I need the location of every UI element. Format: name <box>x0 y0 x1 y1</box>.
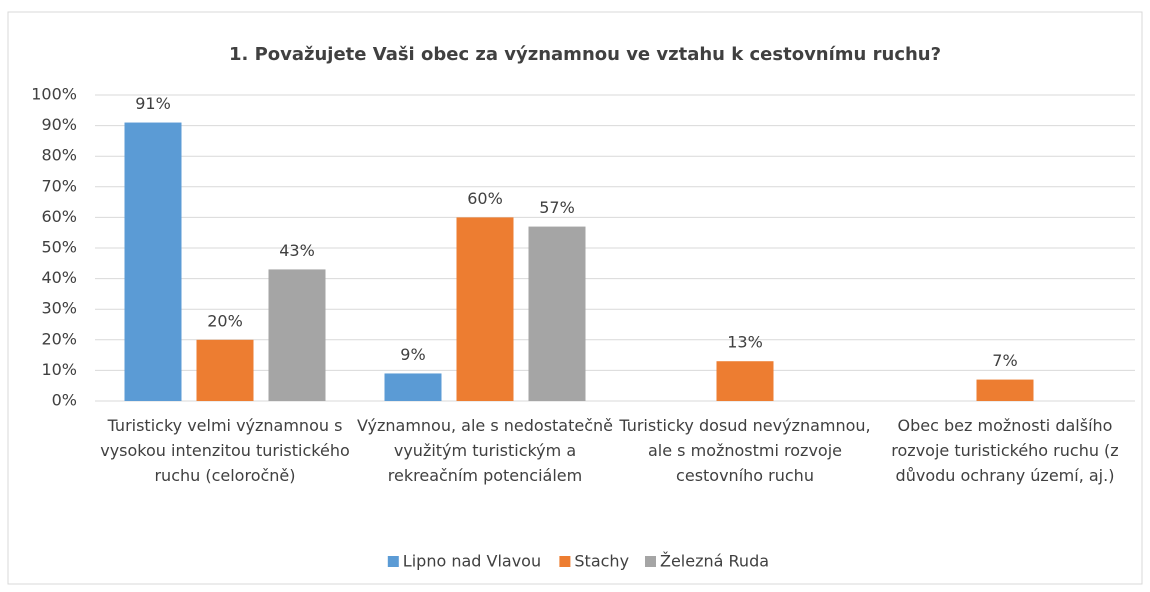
bar <box>268 269 326 401</box>
legend-label: Stachy <box>574 552 629 571</box>
bar <box>716 361 774 401</box>
y-tick-label: 30% <box>41 299 77 318</box>
bar <box>384 373 442 401</box>
data-label: 91% <box>135 94 171 113</box>
data-label: 20% <box>207 311 243 330</box>
y-tick-label: 40% <box>41 268 77 287</box>
x-tick-label: Významnou, ale s nedostatečně využitým t… <box>357 416 613 485</box>
data-label: 7% <box>992 351 1017 370</box>
data-label: 57% <box>539 198 575 217</box>
x-tick-label: Turisticky dosud nevýznamnou, ale s možn… <box>619 416 871 485</box>
y-tick-label: 70% <box>41 176 77 195</box>
bar <box>196 339 254 401</box>
y-tick-label: 80% <box>41 146 77 165</box>
bar <box>528 226 586 401</box>
x-tick-label: Obec bez možnosti dalšího rozvoje turist… <box>891 416 1119 485</box>
legend-swatch <box>559 556 571 567</box>
legend-label: Železná Ruda <box>660 552 769 571</box>
x-tick-label: Turisticky velmi významnou s vysokou int… <box>100 416 350 485</box>
bar <box>456 217 514 401</box>
legend-swatch <box>645 556 656 567</box>
bar <box>124 122 182 401</box>
y-tick-label: 50% <box>41 238 77 257</box>
data-label: 43% <box>279 241 315 260</box>
data-label: 60% <box>467 189 503 208</box>
legend-label: Lipno nad Vlavou <box>403 552 541 571</box>
chart-title: 1. Považujete Vaši obec za významnou ve … <box>229 44 941 65</box>
data-label: 9% <box>400 345 425 364</box>
y-tick-label: 20% <box>41 329 77 348</box>
y-tick-label: 10% <box>41 360 77 379</box>
legend-swatch <box>387 556 399 567</box>
data-label: 13% <box>727 333 763 352</box>
y-tick-label: 0% <box>52 391 77 410</box>
y-tick-label: 100% <box>31 85 77 104</box>
y-tick-label: 90% <box>41 115 77 134</box>
y-tick-label: 60% <box>41 207 77 226</box>
bar <box>976 379 1034 401</box>
